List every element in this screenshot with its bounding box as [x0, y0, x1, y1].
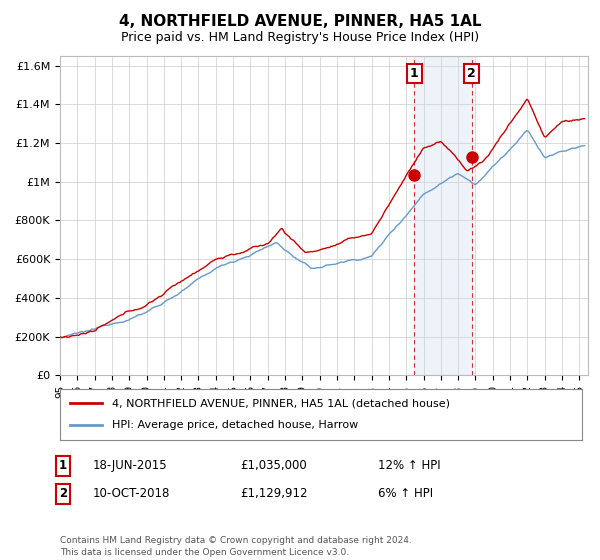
- Text: £1,035,000: £1,035,000: [240, 459, 307, 473]
- Text: 18-JUN-2015: 18-JUN-2015: [93, 459, 167, 473]
- Text: 4, NORTHFIELD AVENUE, PINNER, HA5 1AL: 4, NORTHFIELD AVENUE, PINNER, HA5 1AL: [119, 14, 481, 29]
- Text: 4, NORTHFIELD AVENUE, PINNER, HA5 1AL (detached house): 4, NORTHFIELD AVENUE, PINNER, HA5 1AL (d…: [112, 398, 450, 408]
- Text: £1,129,912: £1,129,912: [240, 487, 308, 501]
- Text: Contains HM Land Registry data © Crown copyright and database right 2024.
This d: Contains HM Land Registry data © Crown c…: [60, 536, 412, 557]
- Text: 1: 1: [410, 67, 419, 80]
- Text: 2: 2: [59, 487, 67, 501]
- Text: 10-OCT-2018: 10-OCT-2018: [93, 487, 170, 501]
- Text: 2: 2: [467, 67, 476, 80]
- Text: 1: 1: [59, 459, 67, 473]
- Bar: [414, 56, 472, 375]
- Text: 12% ↑ HPI: 12% ↑ HPI: [378, 459, 440, 473]
- Text: Price paid vs. HM Land Registry's House Price Index (HPI): Price paid vs. HM Land Registry's House …: [121, 31, 479, 44]
- Text: 6% ↑ HPI: 6% ↑ HPI: [378, 487, 433, 501]
- Text: HPI: Average price, detached house, Harrow: HPI: Average price, detached house, Harr…: [112, 421, 358, 431]
